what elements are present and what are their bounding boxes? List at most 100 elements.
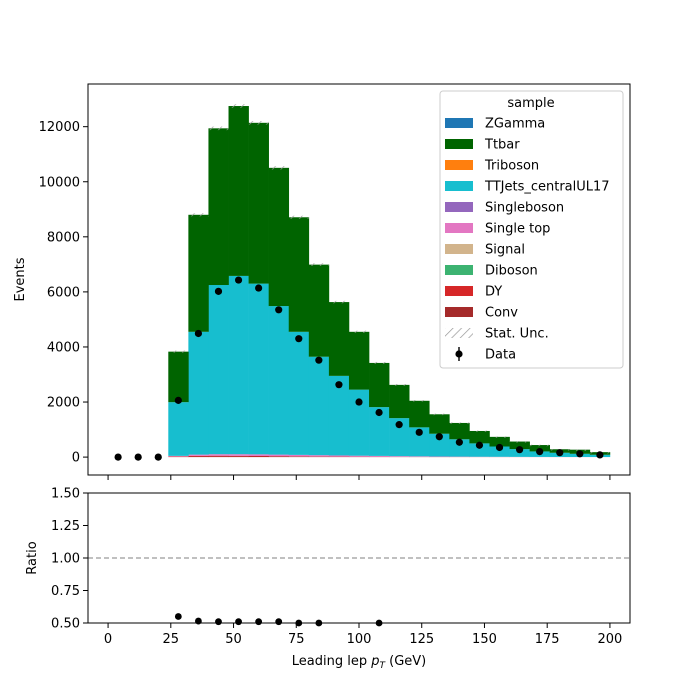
data-point (275, 306, 283, 314)
legend-item: Conv (445, 306, 518, 321)
x-axis-label-symbol: p (370, 654, 379, 669)
ratio-point (235, 618, 242, 626)
data-point (114, 453, 122, 461)
data-point (515, 446, 524, 454)
bar-segment (268, 454, 290, 457)
bar-segment (208, 456, 229, 458)
x-axis-label-unit: (GeV) (385, 654, 426, 669)
data-point (194, 329, 203, 338)
stat-unc-hatch (168, 350, 189, 353)
ratio-point (174, 613, 182, 620)
y-tick-label: 8000 (47, 230, 80, 245)
x-tick-label: 125 (409, 632, 434, 647)
bar-segment (268, 306, 290, 455)
data-point (455, 438, 463, 446)
legend-label: Diboson (485, 264, 538, 279)
legend-data-marker (455, 350, 463, 358)
bar-segment (389, 456, 410, 457)
bar-segment (248, 122, 269, 284)
stat-unc-hatch (328, 300, 349, 304)
data-point (214, 287, 223, 295)
legend-swatch (445, 202, 473, 212)
bar-segment (369, 455, 390, 457)
bar-segment (348, 331, 370, 390)
data-point (295, 335, 303, 343)
data-point (495, 443, 504, 452)
ratio-y-tick-label: 0.75 (51, 584, 80, 599)
bar-segment (168, 455, 189, 457)
bar-segment (168, 402, 189, 456)
bar-segment (389, 384, 410, 419)
series-single-top (168, 454, 611, 458)
legend-item: TTJets_centralUL17 (445, 180, 610, 195)
x-tick-label: 200 (598, 632, 623, 647)
legend-label: Triboson (484, 159, 539, 174)
bar-segment (208, 128, 229, 286)
legend-label: Stat. Unc. (485, 327, 549, 342)
data-point (596, 451, 604, 459)
stat-unc-hatch (188, 213, 209, 217)
y-tick-label: 4000 (47, 340, 80, 355)
x-tick-label: 175 (535, 632, 560, 647)
ratio-point (255, 618, 263, 626)
legend-hatch-swatch (445, 328, 473, 338)
data-point (576, 450, 584, 458)
ratio-y-tick-label: 1.50 (51, 487, 80, 502)
legend-box (439, 90, 624, 369)
x-tick-label: 50 (225, 632, 242, 647)
data-point (556, 449, 564, 457)
legend-item: Stat. Unc. (445, 327, 549, 342)
legend-item: Data (455, 347, 516, 363)
legend-swatch (445, 181, 473, 191)
stat-unc-hatch (369, 361, 390, 364)
legend-swatch (445, 160, 473, 170)
data-point (174, 396, 182, 404)
bar-segment (308, 455, 330, 457)
bar-segment (288, 454, 310, 457)
data-point (134, 453, 142, 461)
data-point (475, 441, 484, 449)
stat-unc-hatch (509, 441, 530, 443)
stat-unc-hatch (529, 444, 550, 447)
y-tick-label: 2000 (47, 396, 80, 411)
bar-segment (208, 454, 229, 456)
legend-label: Ttbar (484, 138, 520, 153)
bar-segment (248, 283, 269, 455)
legend-swatch (445, 286, 473, 296)
legend-swatch (445, 244, 473, 254)
data-point (435, 433, 443, 441)
bar-segment (409, 456, 430, 457)
ratio-y-axis-label: Ratio (25, 541, 40, 574)
legend-label: ZGamma (485, 117, 545, 132)
legend-item: DY (445, 285, 502, 300)
series-conv (168, 456, 571, 458)
bar-segment (328, 302, 350, 376)
bar-segment (469, 430, 490, 444)
data-point (255, 284, 263, 292)
bar-segment (248, 456, 269, 458)
bar-segment (429, 433, 450, 457)
ratio-point (275, 618, 283, 626)
x-tick-label: 75 (288, 632, 305, 647)
ratio-panel: 0.50 0.75 1.00 1.25 1.50 0 25 50 75 100 125 150 175 2… (25, 487, 631, 671)
bar-segment (288, 217, 310, 332)
bar-segment (449, 439, 470, 457)
main-panel: 0 2000 4000 6000 8000 10000 12000 Events (13, 83, 631, 480)
bar-segment (469, 443, 490, 457)
y-tick-label: 6000 (47, 285, 80, 300)
legend-label: Data (485, 348, 516, 363)
bar-segment (208, 285, 229, 455)
bar-segment (188, 456, 209, 458)
ratio-point (215, 618, 222, 626)
bar-segment (188, 331, 209, 455)
legend-item: Singleboson (445, 201, 564, 216)
bar-segment (348, 389, 370, 456)
stat-unc-hatch (308, 263, 329, 267)
bar-segment (248, 454, 269, 457)
ratio-points (174, 613, 383, 627)
ratio-y-tick-label: 1.25 (51, 519, 80, 534)
stat-unc-hatch (429, 413, 450, 416)
bar-segment (308, 356, 330, 456)
stat-unc-hatch (409, 400, 430, 402)
bar-segment (409, 427, 430, 457)
